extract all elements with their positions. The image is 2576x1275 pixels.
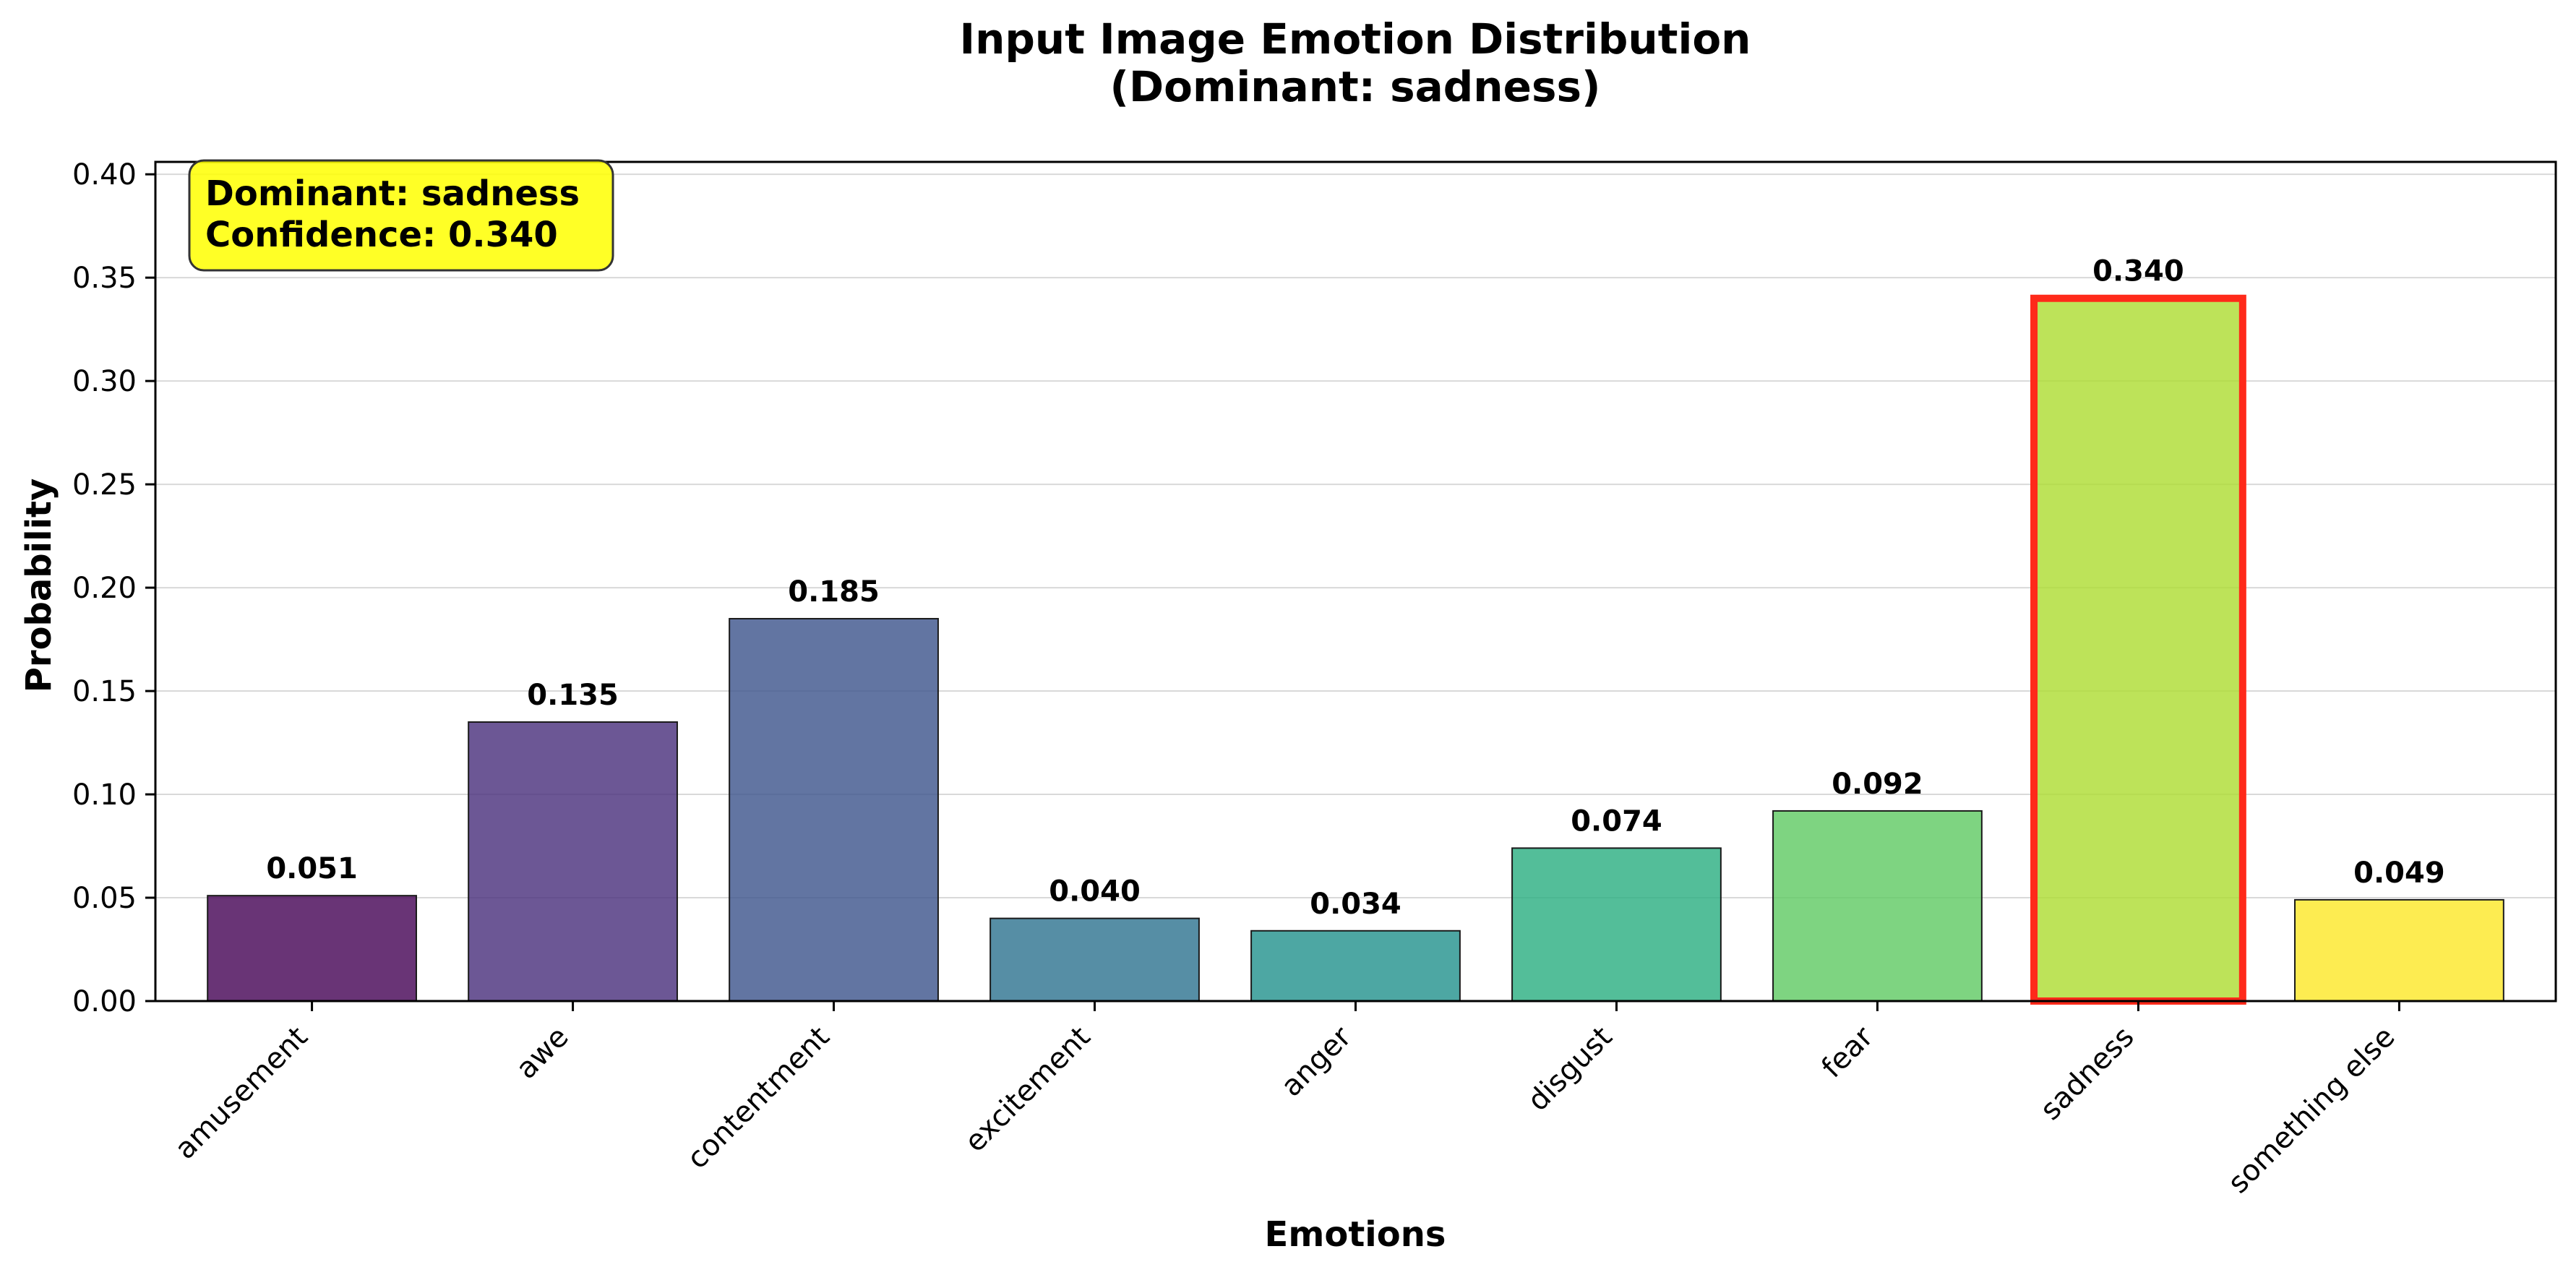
value-label-contentment: 0.185 [788, 575, 880, 609]
bar-excitement [989, 917, 1200, 1002]
x-tick-label: contentment [681, 1021, 836, 1176]
annotation-dominant: Dominant: sadness [205, 173, 580, 214]
bar-sadness [2030, 294, 2246, 1005]
y-tick-label: 0.05 [72, 882, 137, 915]
bar-anger [1250, 930, 1461, 1003]
bar-something-else [2294, 898, 2504, 1002]
value-label-fear: 0.092 [1832, 768, 1923, 801]
y-tick-label: 0.15 [72, 675, 137, 708]
x-axis-label: Emotions [1265, 1214, 1446, 1255]
bars [207, 294, 2504, 1005]
x-tick-label: anger [1275, 1020, 1358, 1103]
value-label-excitement: 0.040 [1049, 875, 1141, 909]
value-labels: 0.051 0.135 0.185 0.040 0.034 0.074 0.092 0.340… [266, 255, 2444, 921]
x-tick-label: excitement [958, 1021, 1097, 1159]
y-tick-label: 0.10 [72, 778, 137, 812]
bar-awe [468, 721, 678, 1002]
x-tick-label: sadness [2034, 1021, 2140, 1127]
bar-disgust [1511, 847, 1722, 1002]
annotation-box [188, 159, 614, 272]
value-label-sadness: 0.340 [2092, 255, 2184, 288]
value-label-awe: 0.135 [527, 679, 619, 712]
x-tick-label: something else [2222, 1021, 2402, 1201]
y-tick-label: 0.35 [72, 262, 137, 295]
y-tick-label: 0.40 [72, 158, 137, 192]
annotation-confidence: Confidence: 0.340 [205, 215, 558, 255]
y-tick-label: 0.20 [72, 572, 137, 605]
dominant-annotation: Dominant: sadness Confidence: 0.340 [188, 159, 614, 272]
y-tick-label: 0.30 [72, 365, 137, 398]
value-label-amusement: 0.051 [266, 852, 358, 885]
x-tick-label: fear [1816, 1020, 1880, 1084]
bar-contentment [729, 617, 939, 1002]
x-tick-label: awe [510, 1021, 575, 1086]
value-label-anger: 0.034 [1310, 888, 1401, 921]
value-label-something-else: 0.049 [2353, 857, 2445, 890]
x-tick-label: disgust [1521, 1021, 1619, 1118]
y-tick-label: 0.25 [72, 468, 137, 502]
x-tick-label: amusement [168, 1021, 314, 1166]
bar-amusement [207, 895, 417, 1003]
bar-fear [1772, 810, 1983, 1002]
chart-subtitle: (Dominant: sadness) [1109, 62, 1600, 111]
chart-title: Input Image Emotion Distribution [960, 14, 1751, 64]
y-tick-label: 0.00 [72, 985, 137, 1018]
value-label-disgust: 0.074 [1571, 804, 1662, 838]
y-axis-label: Probability [19, 478, 59, 693]
